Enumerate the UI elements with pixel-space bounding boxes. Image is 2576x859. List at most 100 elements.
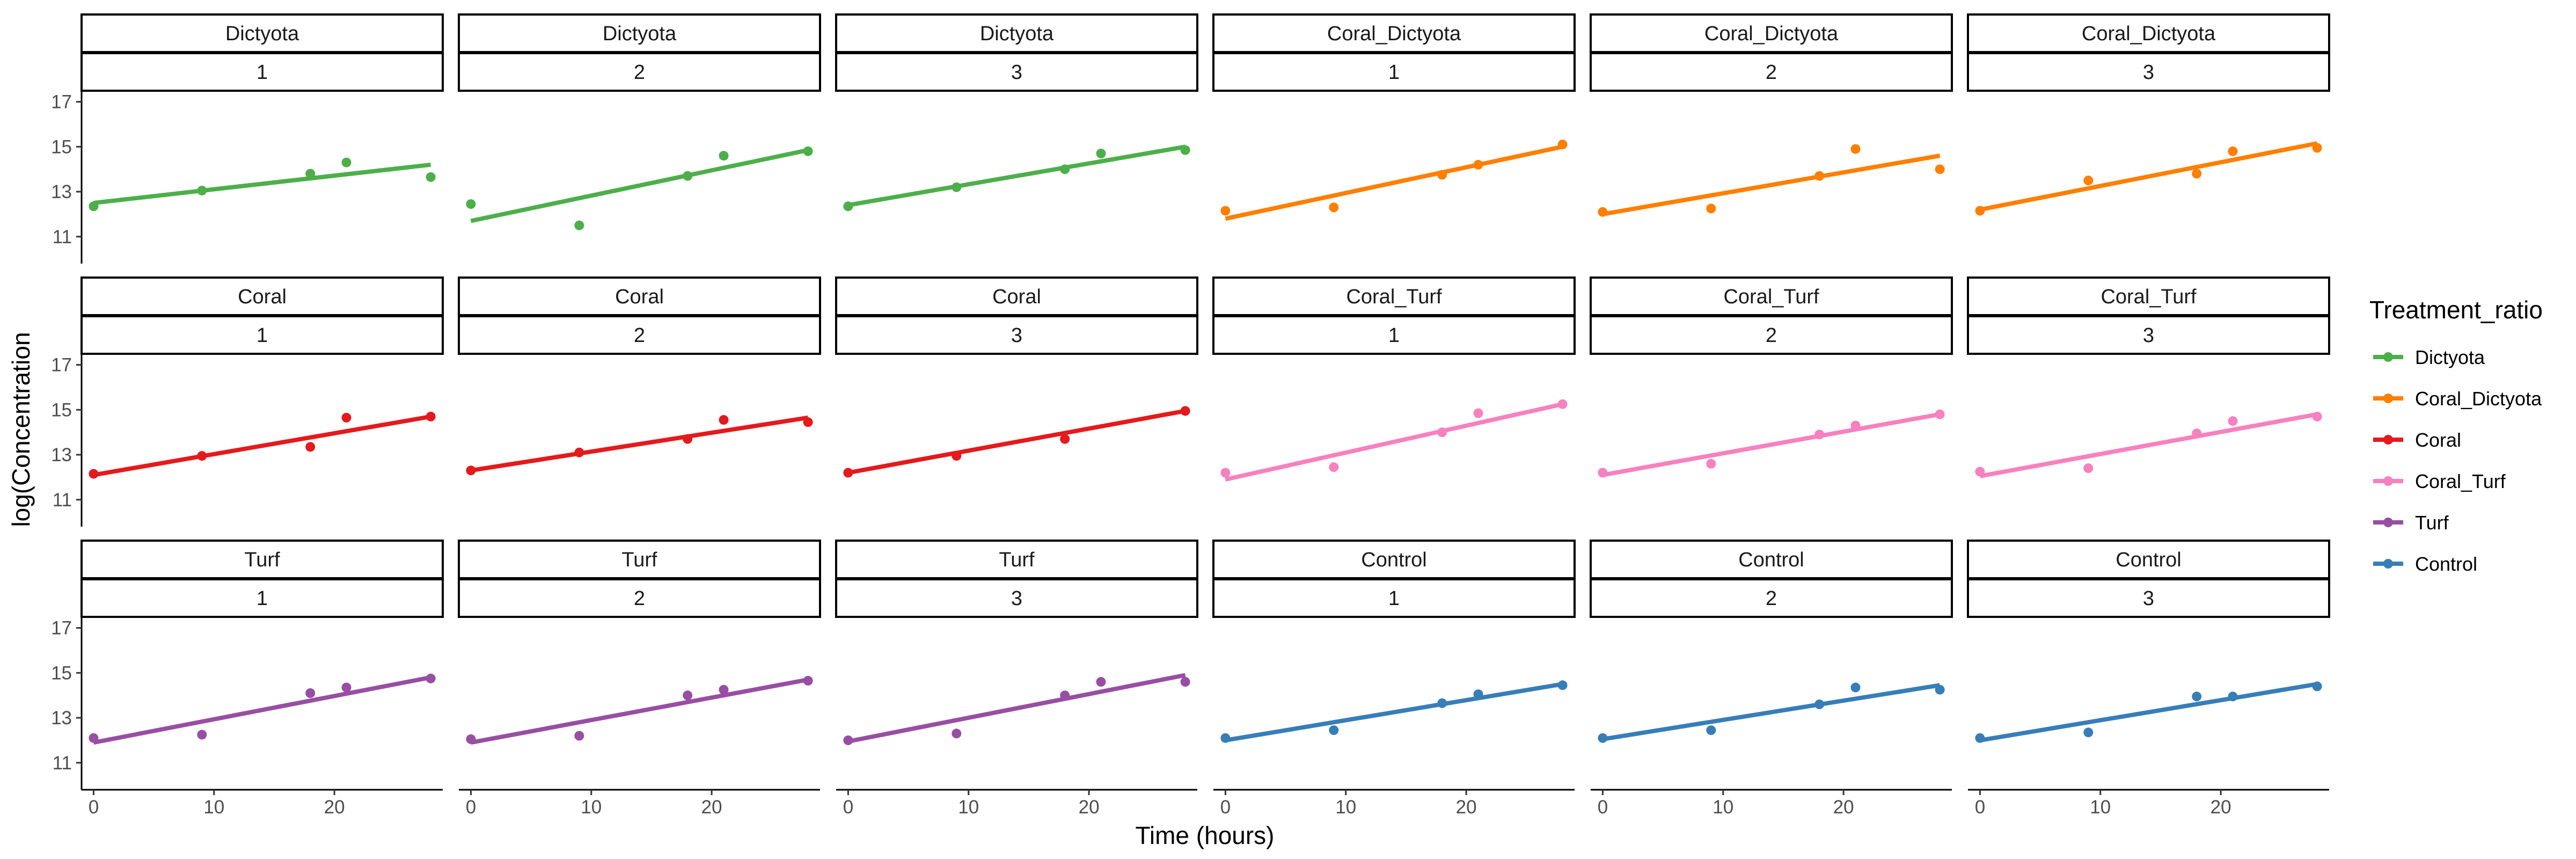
x-tick-label: 20 <box>1079 797 1100 818</box>
strip-treatment-label: Dictyota <box>225 23 299 45</box>
facet-panel: Control 3 0 10 20 <box>1967 540 2330 818</box>
data-point <box>89 201 99 212</box>
legend-key-point <box>2383 559 2393 569</box>
fit-line <box>470 415 809 473</box>
strip-replicate-label: 3 <box>1011 61 1022 84</box>
strip-treatment-label: Coral_Turf <box>1723 286 1819 308</box>
strip-replicate-box <box>80 52 444 92</box>
data-point <box>1220 733 1231 743</box>
data-point <box>1473 689 1483 700</box>
legend: Treatment_ratio Dictyota Coral_Dictyota Co… <box>2369 296 2543 575</box>
strip-replicate-label: 3 <box>2143 324 2154 347</box>
strip-treatment-box <box>1967 276 2330 316</box>
data-point <box>466 734 476 744</box>
strip-replicate-label: 3 <box>1011 587 1022 610</box>
fit-line <box>470 148 809 223</box>
strip-replicate-label: 1 <box>257 61 268 84</box>
legend-key-point <box>2383 394 2393 403</box>
x-tick-label: 10 <box>203 797 224 818</box>
data-point <box>2312 143 2322 153</box>
strip-replicate-box <box>1212 52 1576 92</box>
data-point <box>2083 463 2094 474</box>
legend-key-point <box>2383 476 2393 486</box>
facet-panels: Dictyota1Dictyota2Dictyota3Coral_Dictyot… <box>80 13 2330 818</box>
data-point <box>1935 685 1945 695</box>
strip-treatment-label: Dictyota <box>980 23 1054 45</box>
data-point <box>574 447 584 457</box>
y-tick-label: 17 <box>51 92 72 113</box>
strip-replicate-label: 1 <box>1388 324 1400 347</box>
y-tick-label: 13 <box>51 708 72 729</box>
strip-replicate-label: 1 <box>257 587 268 610</box>
data-point <box>2228 691 2238 702</box>
data-point <box>341 412 352 423</box>
data-point <box>1060 434 1070 444</box>
x-tick-label: 10 <box>581 797 602 818</box>
strip-replicate-box <box>1590 578 1953 618</box>
strip-replicate-label: 3 <box>2143 587 2154 610</box>
strip-treatment-box <box>1212 276 1576 316</box>
strip-treatment-label: Control <box>1738 549 1804 571</box>
facet-panel: Dictyota 3 <box>835 13 1198 212</box>
strip-treatment-label: Coral_Turf <box>2101 286 2197 308</box>
fit-line <box>1225 402 1563 482</box>
data-point <box>2228 146 2238 156</box>
strip-treatment-box <box>1590 540 1953 579</box>
data-point <box>1598 207 1608 217</box>
legend-item: Turf <box>2373 512 2449 534</box>
strip-treatment-label: Turf <box>244 549 280 571</box>
y-tick-label: 15 <box>51 663 72 683</box>
fit-line <box>1979 682 2318 742</box>
data-point <box>1557 399 1568 409</box>
data-point <box>426 411 436 421</box>
strip-replicate-box <box>1967 52 2330 92</box>
legend-item: Coral_Turf <box>2373 470 2506 492</box>
facet-panel: Dictyota 1 <box>80 13 444 212</box>
strip-treatment-label: Coral_Turf <box>1346 286 1442 308</box>
fit-line <box>1979 412 2318 478</box>
x-tick-label: 0 <box>843 797 853 818</box>
data-point <box>803 675 813 686</box>
data-point <box>1598 733 1608 743</box>
data-point <box>719 151 729 161</box>
strip-replicate-label: 2 <box>1766 324 1777 347</box>
x-tick-label: 0 <box>1598 797 1608 818</box>
data-point <box>1180 145 1190 155</box>
strip-treatment-box <box>1967 540 2330 579</box>
strip-replicate-label: 2 <box>634 324 645 347</box>
facet-panel: Coral_Dictyota 2 <box>1590 13 1953 217</box>
fit-line <box>1225 682 1563 742</box>
data-point <box>2192 691 2202 702</box>
data-point <box>2192 428 2202 439</box>
strip-treatment-box <box>835 540 1198 579</box>
data-point <box>1557 680 1568 690</box>
data-point <box>1220 468 1231 478</box>
data-point <box>1850 420 1861 431</box>
y-tick-label: 11 <box>53 753 72 774</box>
strip-replicate-box <box>80 578 444 618</box>
strip-treatment-label: Coral <box>615 286 664 308</box>
data-point <box>1329 462 1339 472</box>
data-point <box>2228 416 2238 426</box>
strip-treatment-box <box>835 276 1198 316</box>
x-tick-label: 0 <box>1220 797 1231 818</box>
y-tick-label: 15 <box>51 399 72 420</box>
x-tick-label: 20 <box>324 797 345 818</box>
y-tick-label: 13 <box>51 445 72 465</box>
data-point <box>843 468 853 478</box>
data-point <box>197 730 207 740</box>
facet-panel: Coral 2 <box>458 276 821 476</box>
fit-line <box>1979 141 2318 212</box>
strip-replicate-box <box>1212 315 1576 355</box>
strip-replicate-label: 1 <box>257 324 268 347</box>
strip-replicate-label: 1 <box>1388 61 1400 84</box>
data-point <box>1096 677 1106 687</box>
strip-replicate-box <box>1967 315 2330 355</box>
data-point <box>1329 202 1339 213</box>
x-axis-title: Time (hours) <box>1136 821 1275 849</box>
x-tick-label: 0 <box>1975 797 1985 818</box>
y-tick-label: 11 <box>53 227 72 247</box>
data-point <box>197 451 207 461</box>
